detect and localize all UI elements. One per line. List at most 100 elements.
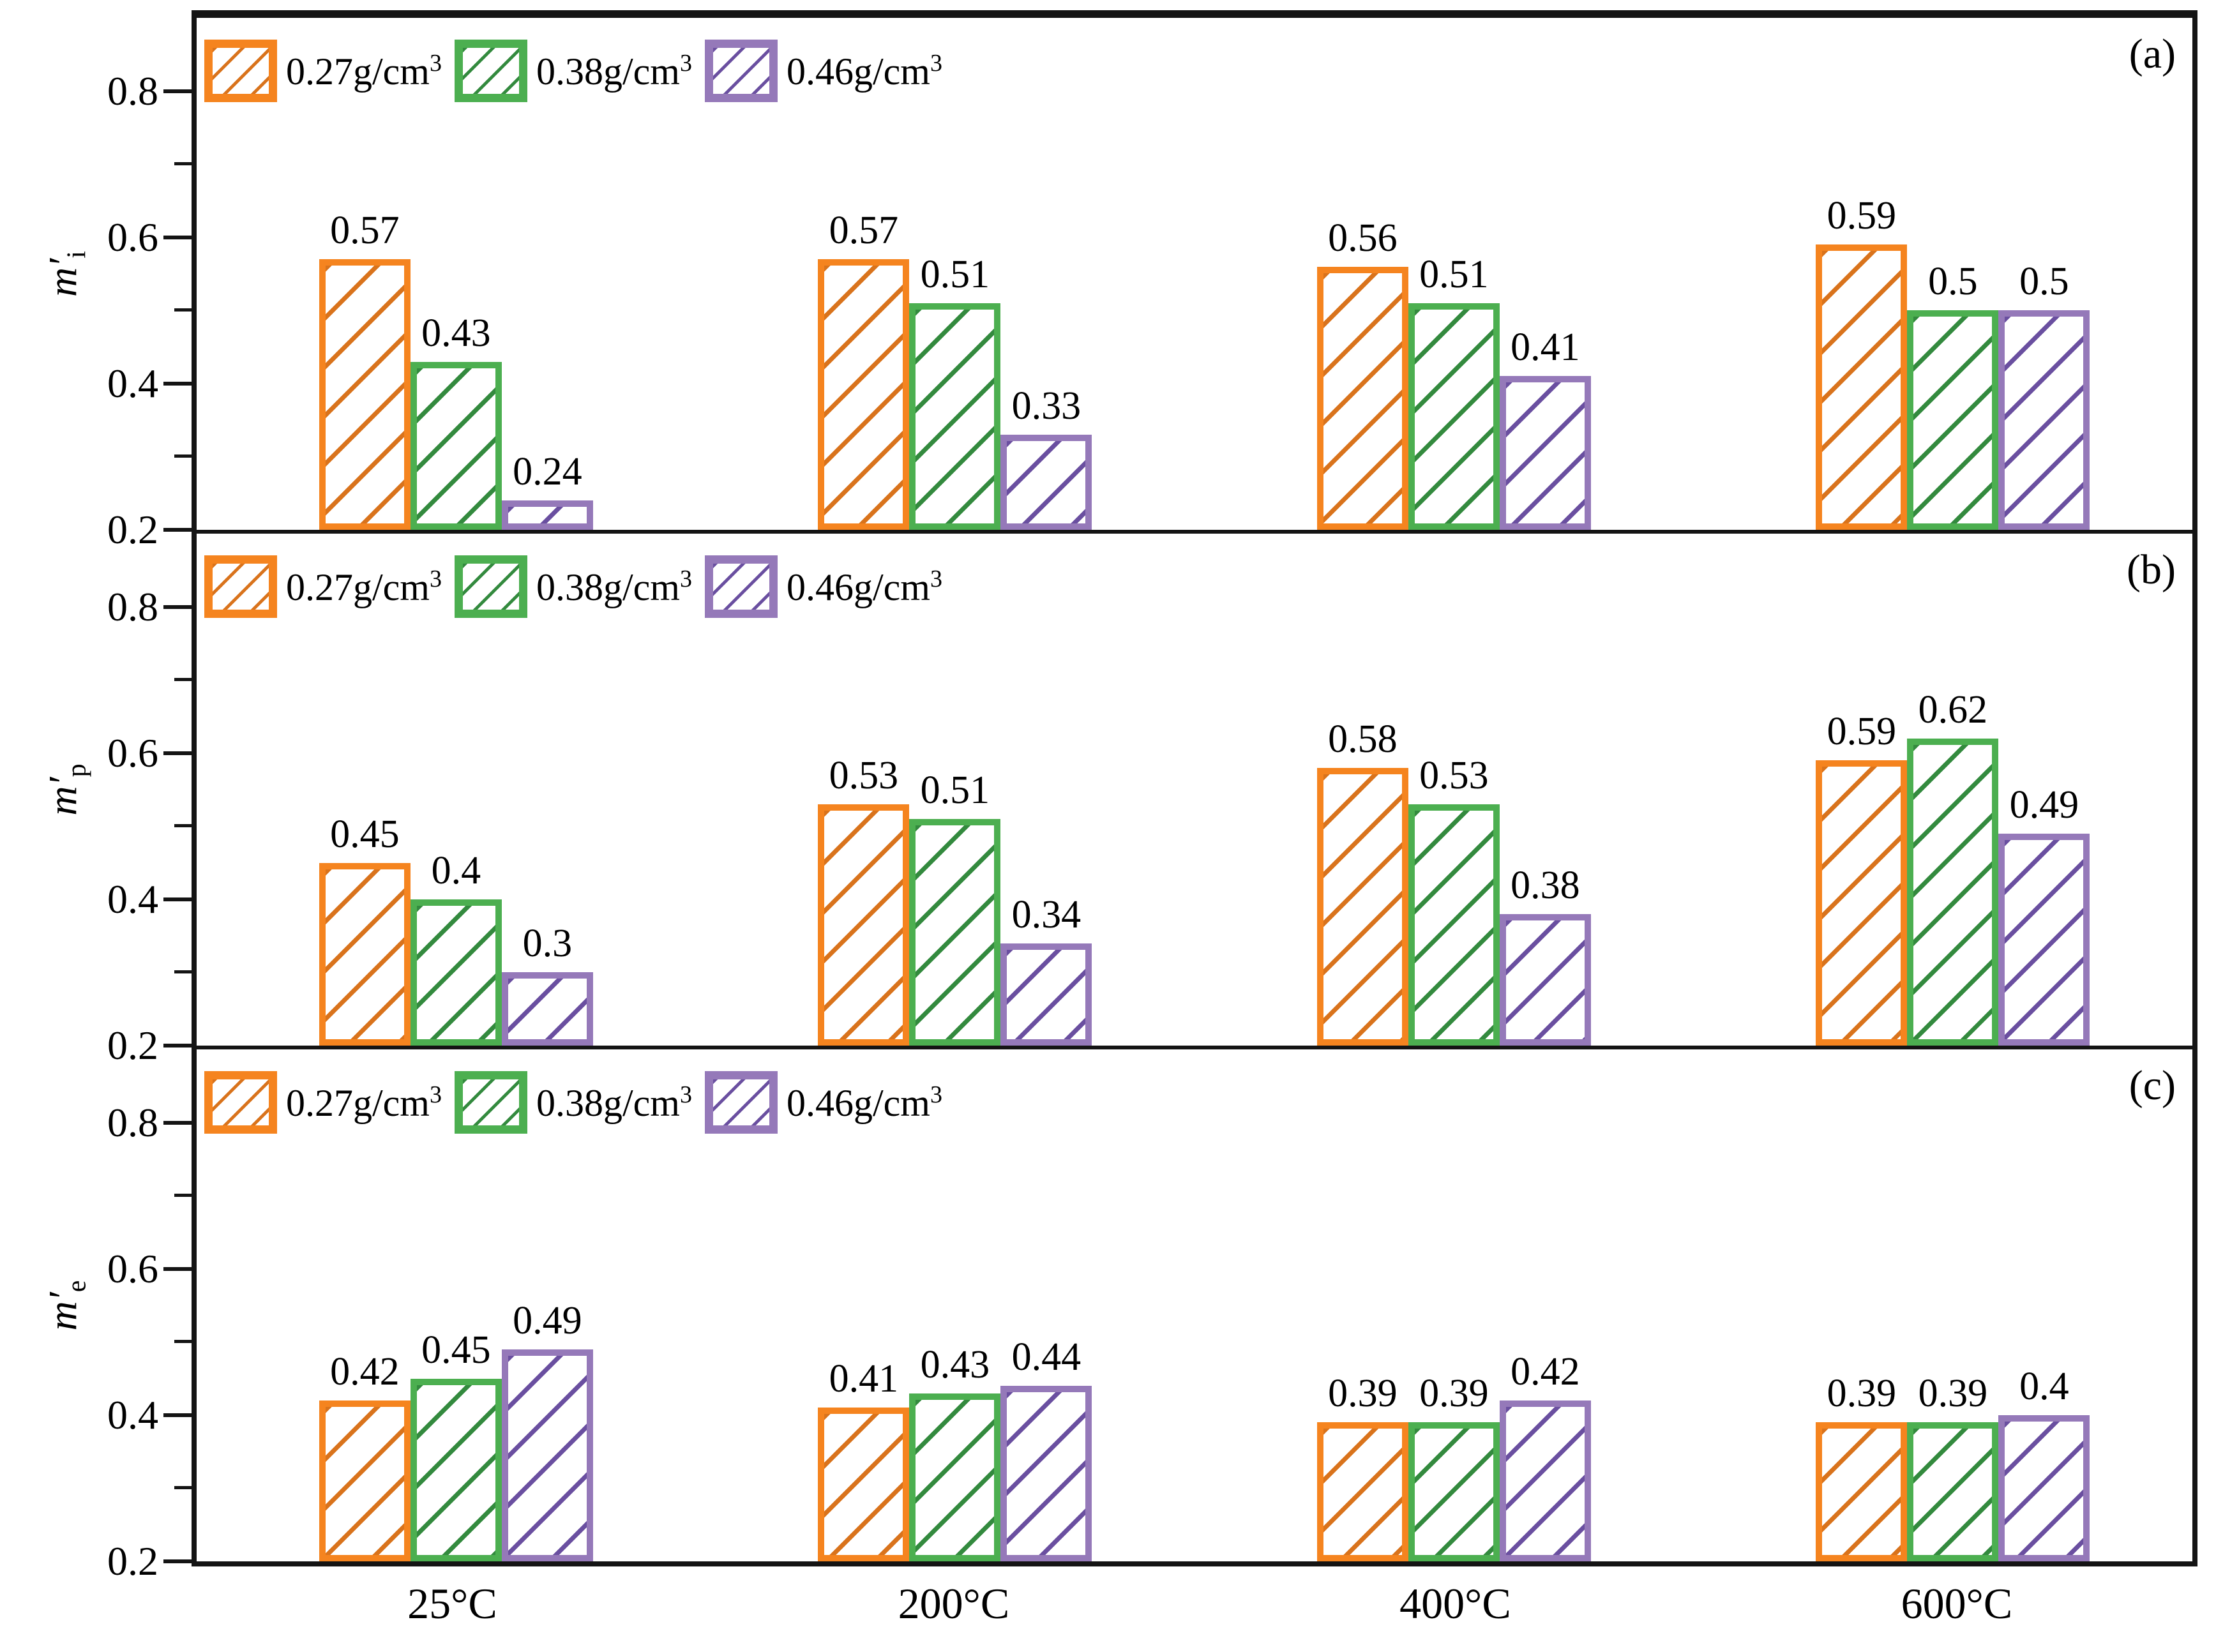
bar-b-2-s1	[1408, 804, 1500, 1046]
bar-a-0-s1	[410, 361, 502, 530]
bar-value-label: 0.43	[421, 311, 491, 355]
legend-label: 0.38g/cm3	[536, 51, 692, 91]
y-title-prime: ′	[40, 258, 86, 267]
legend-label: 0.46g/cm3	[787, 567, 942, 606]
y-tick-minor	[174, 162, 192, 166]
bar-value-label: 0.51	[920, 768, 990, 812]
legend-label-text: 0.38g/cm	[536, 50, 680, 93]
legend-item: 0.38g/cm3	[454, 40, 692, 102]
bar-b-0-s1	[410, 899, 502, 1046]
bar-c-1-s0	[818, 1408, 910, 1561]
bar-c-0-s0	[319, 1400, 411, 1561]
y-axis-title-a: m′i	[40, 213, 93, 334]
y-tick-minor	[174, 970, 192, 974]
y-title-sub: i	[62, 251, 92, 259]
bar-b-0-s0	[319, 862, 411, 1046]
bar-b-2-s0	[1316, 767, 1408, 1046]
y-title-base: m	[40, 1301, 86, 1331]
bar-value-label: 0.24	[513, 450, 582, 494]
y-tick-label: 0.4	[107, 876, 158, 922]
bar-a-0-s2	[501, 500, 593, 530]
bar-value-label: 0.5	[2019, 260, 2069, 304]
y-tick-major	[163, 1120, 192, 1125]
legend: 0.27g/cm3 0.38g/cm3 0.46g/cm3	[204, 555, 955, 618]
y-tick-label: 0.4	[107, 360, 158, 406]
bar-value-label: 0.59	[1827, 710, 1897, 754]
legend-label-text: 0.46g/cm	[786, 566, 930, 608]
y-tick-label: 0.8	[107, 1099, 158, 1145]
y-tick-major	[163, 1044, 192, 1048]
legend-item: 0.27g/cm3	[204, 40, 442, 102]
y-tick-major	[163, 604, 192, 609]
panel-b: m′p 0.8 0.6 0.4 0.2 0.27g/cm3 0.38g/cm3 0.46g/c…	[40, 534, 2192, 1066]
legend-swatch-icon	[204, 555, 277, 618]
bar-a-1-s0	[818, 259, 910, 530]
legend-swatch-icon	[454, 40, 527, 102]
bar-c-1-s1	[909, 1393, 1001, 1561]
legend-label: 0.27g/cm3	[286, 567, 442, 606]
panel-letter: (c)	[2129, 1062, 2176, 1109]
legend-item: 0.38g/cm3	[454, 1071, 692, 1134]
legend-label: 0.27g/cm3	[286, 1083, 442, 1122]
y-tick-minor	[174, 454, 192, 458]
legend-label-text: 0.27g/cm	[286, 566, 430, 608]
bar-a-3-s2	[1998, 310, 2090, 530]
bar-value-label: 0.42	[330, 1349, 400, 1393]
bar-value-label: 0.38	[1511, 863, 1580, 907]
x-tick-label: 200°C	[898, 1579, 1010, 1628]
legend-label-sup: 3	[429, 1081, 442, 1108]
panel-letter: (b)	[2127, 546, 2176, 593]
legend-label-sup: 3	[930, 566, 942, 592]
bar-value-label: 0.51	[920, 252, 990, 296]
bar-a-2-s2	[1499, 376, 1591, 530]
bar-value-label: 0.56	[1328, 216, 1398, 260]
y-tick-major	[163, 1559, 192, 1563]
legend-label-text: 0.38g/cm	[536, 566, 680, 608]
bar-b-1-s2	[1000, 943, 1092, 1046]
y-tick-major	[163, 89, 192, 93]
bar-value-label: 0.43	[920, 1342, 990, 1386]
legend-swatch-icon	[204, 40, 277, 102]
x-tick-label: 25°C	[407, 1579, 497, 1628]
legend-swatch-icon	[704, 40, 778, 102]
y-title-prime: ′	[40, 1292, 86, 1302]
bar-a-2-s0	[1316, 266, 1408, 530]
y-tick-label: 0.2	[107, 1023, 158, 1068]
bar-value-label: 0.45	[330, 812, 400, 856]
legend-label-sup: 3	[679, 1081, 692, 1108]
bar-b-3-s1	[1907, 738, 1999, 1046]
bar-value-label: 0.39	[1827, 1372, 1897, 1416]
x-tick-label: 600°C	[1901, 1579, 2013, 1628]
y-tick-minor	[174, 308, 192, 312]
y-tick-major	[163, 751, 192, 755]
bar-a-3-s1	[1907, 310, 1999, 530]
y-tick-minor	[174, 1194, 192, 1198]
bar-a-3-s0	[1816, 244, 1908, 530]
bar-value-label: 0.41	[1511, 326, 1580, 370]
bar-value-label: 0.49	[513, 1298, 582, 1342]
plot-frame: m′i 0.8 0.6 0.4 0.2 0.27g/cm3 0.38g/cm3 0.46g/c…	[40, 10, 2197, 1582]
bar-value-label: 0.4	[431, 848, 481, 892]
legend-item: 0.27g/cm3	[204, 1071, 442, 1134]
y-tick-major	[163, 1266, 192, 1271]
bar-value-label: 0.42	[1511, 1349, 1580, 1393]
legend-label-text: 0.27g/cm	[286, 1082, 430, 1124]
bar-value-label: 0.39	[1328, 1372, 1398, 1416]
y-tick-label: 0.4	[107, 1392, 158, 1438]
bar-a-0-s0	[319, 259, 411, 530]
y-tick-major	[163, 381, 192, 386]
legend-label: 0.46g/cm3	[787, 1083, 942, 1122]
legend-label-text: 0.46g/cm	[786, 1082, 930, 1124]
bar-value-label: 0.4	[2019, 1364, 2069, 1408]
bar-c-1-s2	[1000, 1386, 1092, 1561]
panel-letter: (a)	[2129, 31, 2176, 77]
legend-label-text: 0.27g/cm	[286, 50, 430, 93]
bar-c-3-s2	[1998, 1415, 2090, 1561]
legend-label: 0.38g/cm3	[536, 1083, 692, 1122]
bar-c-2-s2	[1499, 1400, 1591, 1561]
legend-label-sup: 3	[679, 566, 692, 592]
legend-item: 0.46g/cm3	[704, 40, 942, 102]
legend: 0.27g/cm3 0.38g/cm3 0.46g/cm3	[204, 40, 955, 102]
y-tick-label: 0.6	[107, 1245, 158, 1291]
